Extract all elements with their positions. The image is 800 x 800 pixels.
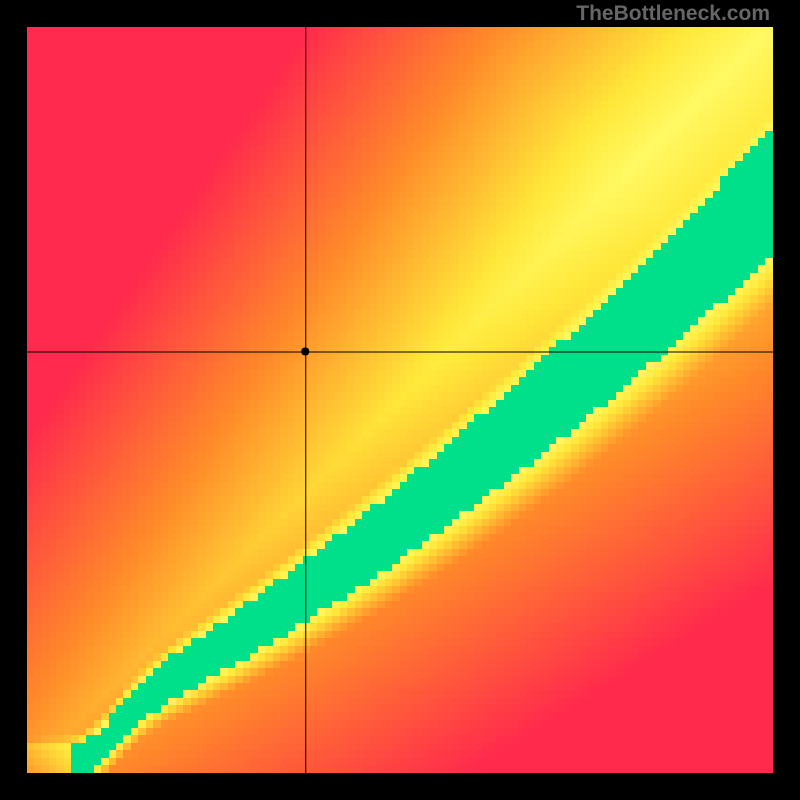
watermark-text: TheBottleneck.com: [576, 2, 770, 26]
bottleneck-heatmap: [27, 27, 773, 773]
chart-container: TheBottleneck.com: [0, 0, 800, 800]
plot-area: [27, 27, 773, 773]
